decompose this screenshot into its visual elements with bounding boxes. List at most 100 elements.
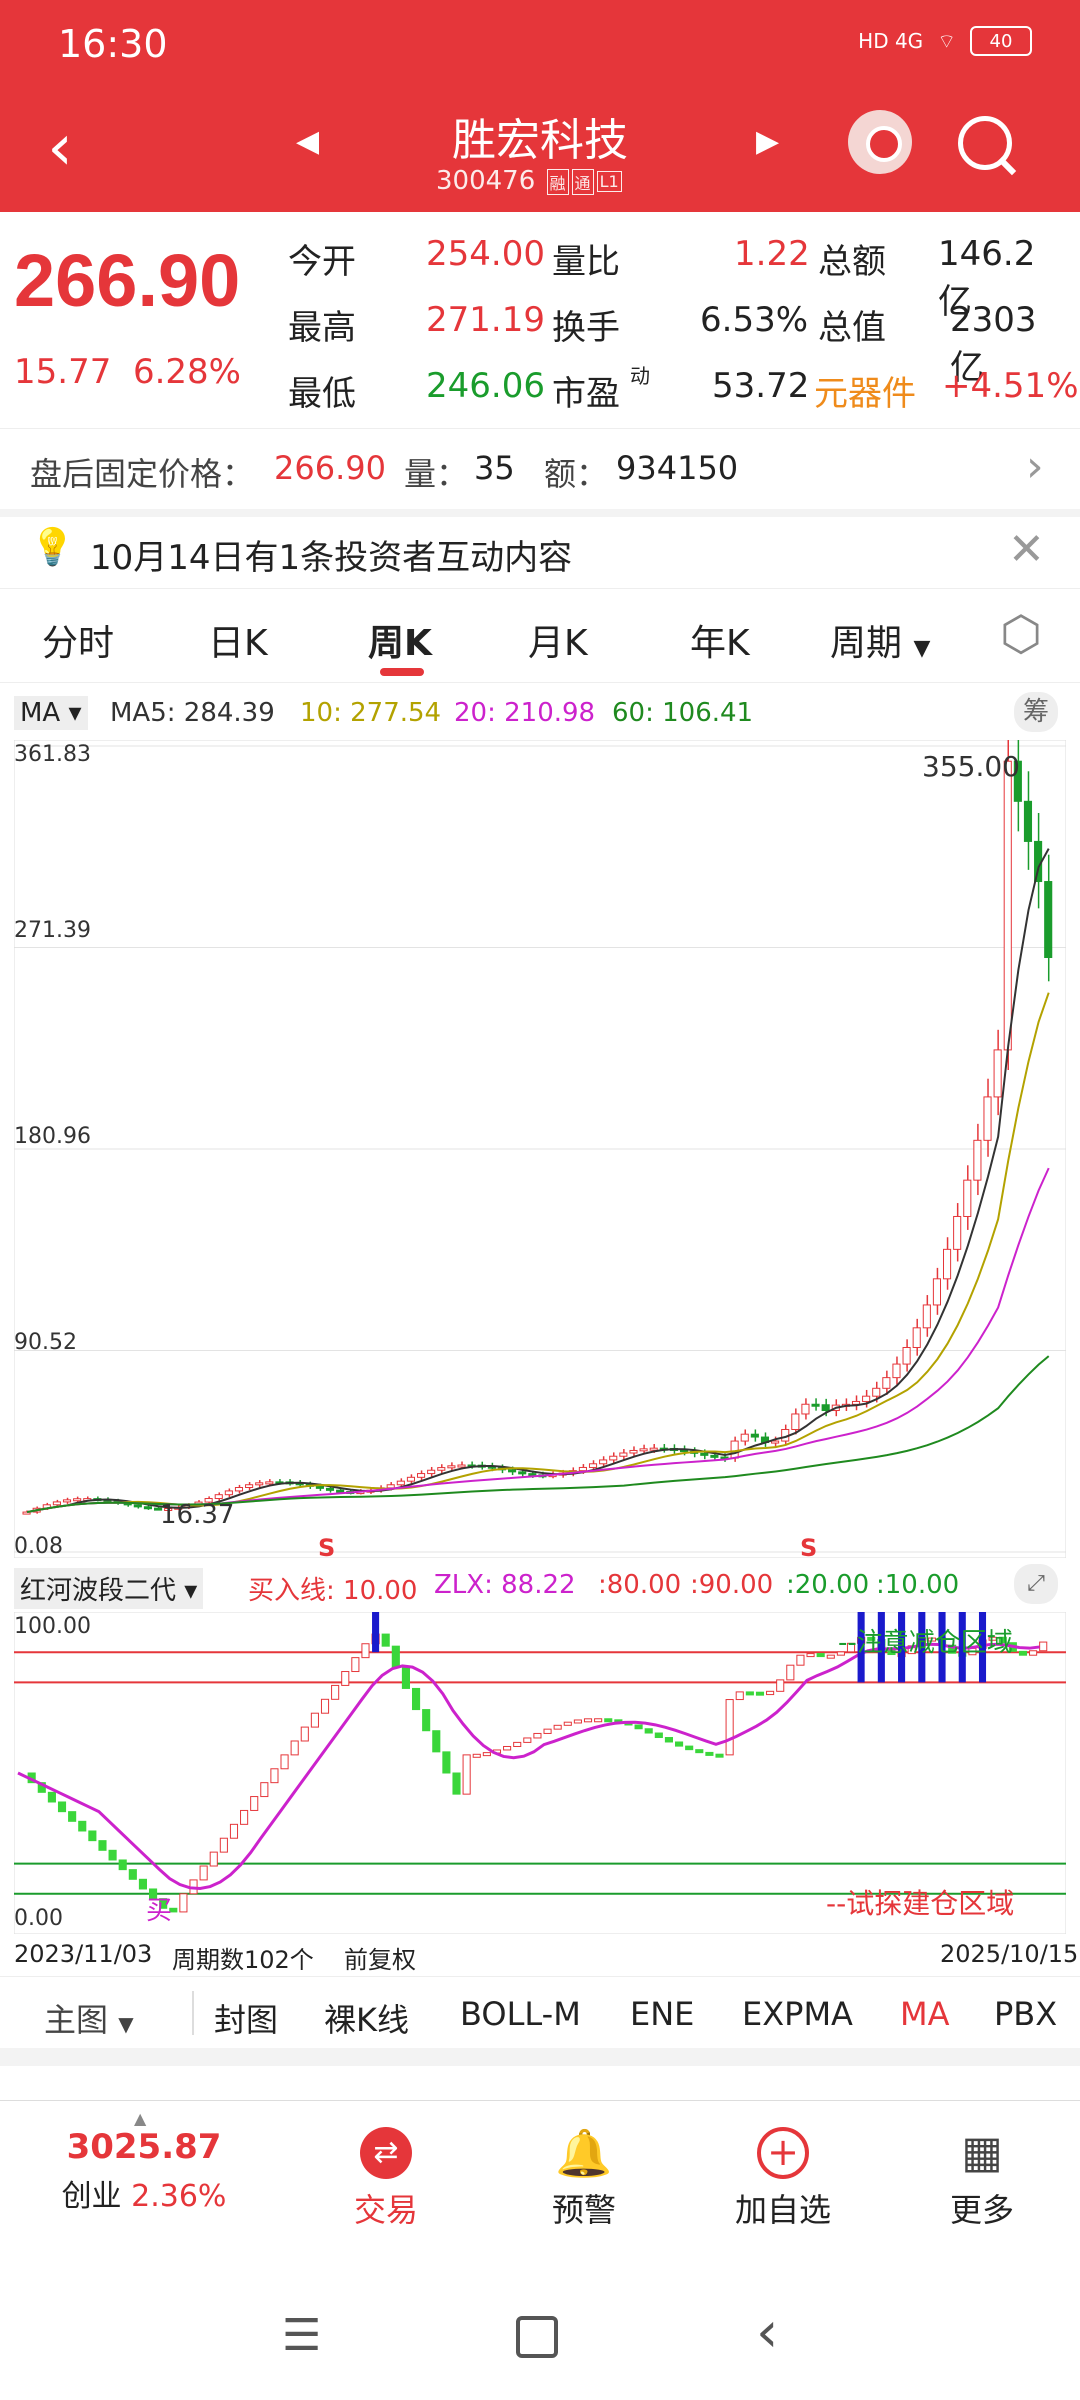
candle-body (164, 1507, 173, 1511)
warning-bar (372, 1612, 380, 1653)
menu-expma[interactable]: EXPMA (742, 1995, 853, 2033)
candle-body (325, 1487, 335, 1491)
home-icon[interactable] (516, 2316, 558, 2358)
trade-icon: ⇄ (360, 2127, 412, 2179)
indicator-bar (310, 1712, 319, 1728)
zone-top-label: --注意减仓区域 (838, 1628, 1013, 1658)
candle-body (649, 1447, 658, 1451)
tab-weekly[interactable]: 周K (368, 623, 432, 664)
indicator-bar (675, 1741, 684, 1747)
price-chart[interactable] (14, 740, 1066, 1558)
after-hours-row[interactable]: 盘后固定价格： 266.90 量： 35 额： 934150 › (0, 428, 1080, 517)
period-count: 周期数102个 (172, 1946, 314, 1974)
indicator-bar (452, 1772, 461, 1795)
menu-luok[interactable]: 裸K线 (324, 2001, 409, 2039)
candle-body (771, 1440, 780, 1444)
amount-label: 总额 (818, 242, 886, 282)
notice-row[interactable]: 💡 10月14日有1条投资者互动内容 ✕ (0, 516, 1080, 589)
indicator-bar (442, 1751, 451, 1774)
quote-row: 最低 246.06 市盈 动 53.72 元器件 +4.51% (288, 360, 1079, 426)
ind-axis-top: 100.00 (14, 1614, 91, 1639)
indicator-bar (503, 1745, 512, 1751)
menu-icon[interactable]: ☰ (282, 2310, 322, 2361)
candle-body (457, 1464, 466, 1468)
candle-body (1003, 760, 1012, 1051)
menu-main[interactable]: 主图 ▼ (44, 1995, 134, 2041)
ma5-line (26, 848, 1050, 1514)
candle-body (406, 1476, 415, 1482)
axis-label-4: 90.52 (14, 1330, 77, 1355)
assistant-mascot-icon[interactable] (848, 110, 912, 174)
nav-add[interactable]: + 加自选 (718, 2127, 848, 2231)
indicator-bar (128, 1869, 137, 1880)
active-tab-indicator (380, 668, 424, 676)
ma-selector[interactable]: MA ▾ (14, 696, 88, 730)
grid-icon: ▦ (961, 2127, 1003, 2178)
tab-daily[interactable]: 日K (208, 623, 268, 664)
tab-monthly[interactable]: 月K (528, 623, 588, 664)
dropdown-icon: ▼ (913, 636, 931, 661)
prev-stock-icon[interactable]: ◀ (296, 124, 320, 159)
indicator-legend: 红河波段二代 ▾ 买入线: 10.00 ZLX: 88.22 :80.00 :9… (0, 1560, 1080, 1610)
next-stock-icon[interactable]: ▶ (756, 124, 780, 159)
indicator-bar (159, 1898, 168, 1909)
menu-ene[interactable]: ENE (630, 1995, 695, 2033)
menu-ma[interactable]: MA (900, 1995, 950, 2033)
search-icon[interactable] (958, 116, 1012, 170)
nav-alert-label: 预警 (551, 2191, 616, 2229)
candle-body (801, 1403, 810, 1415)
stock-code: 300476 (436, 166, 536, 196)
settings-hexagon-icon[interactable]: ⬡ (1000, 606, 1042, 662)
candle-body (1023, 800, 1033, 842)
candle-body (740, 1433, 749, 1442)
candle-body (396, 1480, 405, 1486)
candle-body (629, 1449, 638, 1454)
indicator-bar (1039, 1641, 1048, 1652)
indicator-bar (391, 1645, 400, 1668)
candle-body (214, 1494, 223, 1500)
nav-trade[interactable]: ⇄ 交易 (336, 2127, 436, 2231)
time-axis: 2023/11/03 周期数102个 前复权 2025/10/15 (0, 1936, 1080, 1976)
indicator-bar (320, 1698, 330, 1714)
indicator-bar (826, 1654, 835, 1659)
after-hours-amt: 934150 (616, 449, 739, 487)
candle-body (902, 1346, 911, 1365)
sector-label[interactable]: 元器件 (814, 374, 916, 414)
menu-boll[interactable]: BOLL-M (460, 1995, 581, 2033)
indicator-bar (796, 1654, 805, 1666)
indicator-bar (523, 1737, 532, 1743)
signal-icon: HD 4G (858, 29, 924, 53)
indicator-bar (118, 1859, 127, 1871)
vol-ratio-label: 量比 (552, 242, 620, 282)
indicator-bar (948, 1644, 957, 1654)
indicator-bar (98, 1840, 107, 1851)
back-nav-icon[interactable]: ‹ (756, 2300, 779, 2365)
nav-alert[interactable]: 🔔 预警 (534, 2127, 634, 2231)
turnover-label: 换手 (552, 308, 620, 348)
indicator-bar (654, 1732, 663, 1739)
candle-body (73, 1498, 82, 1502)
indicator-bar (725, 1699, 734, 1756)
nav-more[interactable]: ▦ 更多 (932, 2127, 1032, 2231)
ma20-line (26, 1167, 1050, 1514)
add-icon: + (757, 2127, 809, 2179)
indicator-chart[interactable] (14, 1612, 1066, 1934)
candle-body (862, 1395, 871, 1402)
tab-yearly[interactable]: 年K (690, 623, 750, 664)
close-icon[interactable]: ✕ (1008, 524, 1045, 575)
tab-fenshi[interactable]: 分时 (42, 623, 115, 664)
chip-icon[interactable]: 筹 (1014, 692, 1058, 732)
indicator-selector[interactable]: 红河波段二代 ▾ (14, 1568, 204, 1609)
index-widget[interactable]: ▲ 3025.87 创业 2.36% (44, 2109, 244, 2215)
candle-body (22, 1511, 31, 1515)
expand-icon[interactable]: ⤢ (1014, 1564, 1058, 1604)
menu-fengtu[interactable]: 封图 (214, 2001, 279, 2039)
turnover-value: 6.53% (700, 300, 809, 340)
candle-body (204, 1498, 213, 1503)
back-button[interactable]: ‹ (47, 111, 73, 185)
change-pct: 6.28% (132, 352, 241, 392)
ma60-line (26, 1355, 1050, 1514)
ind-axis-bottom: 0.00 (14, 1906, 63, 1931)
menu-pbx[interactable]: PBX (994, 1995, 1058, 2033)
tab-period[interactable]: 周期 ▼ (830, 614, 930, 666)
